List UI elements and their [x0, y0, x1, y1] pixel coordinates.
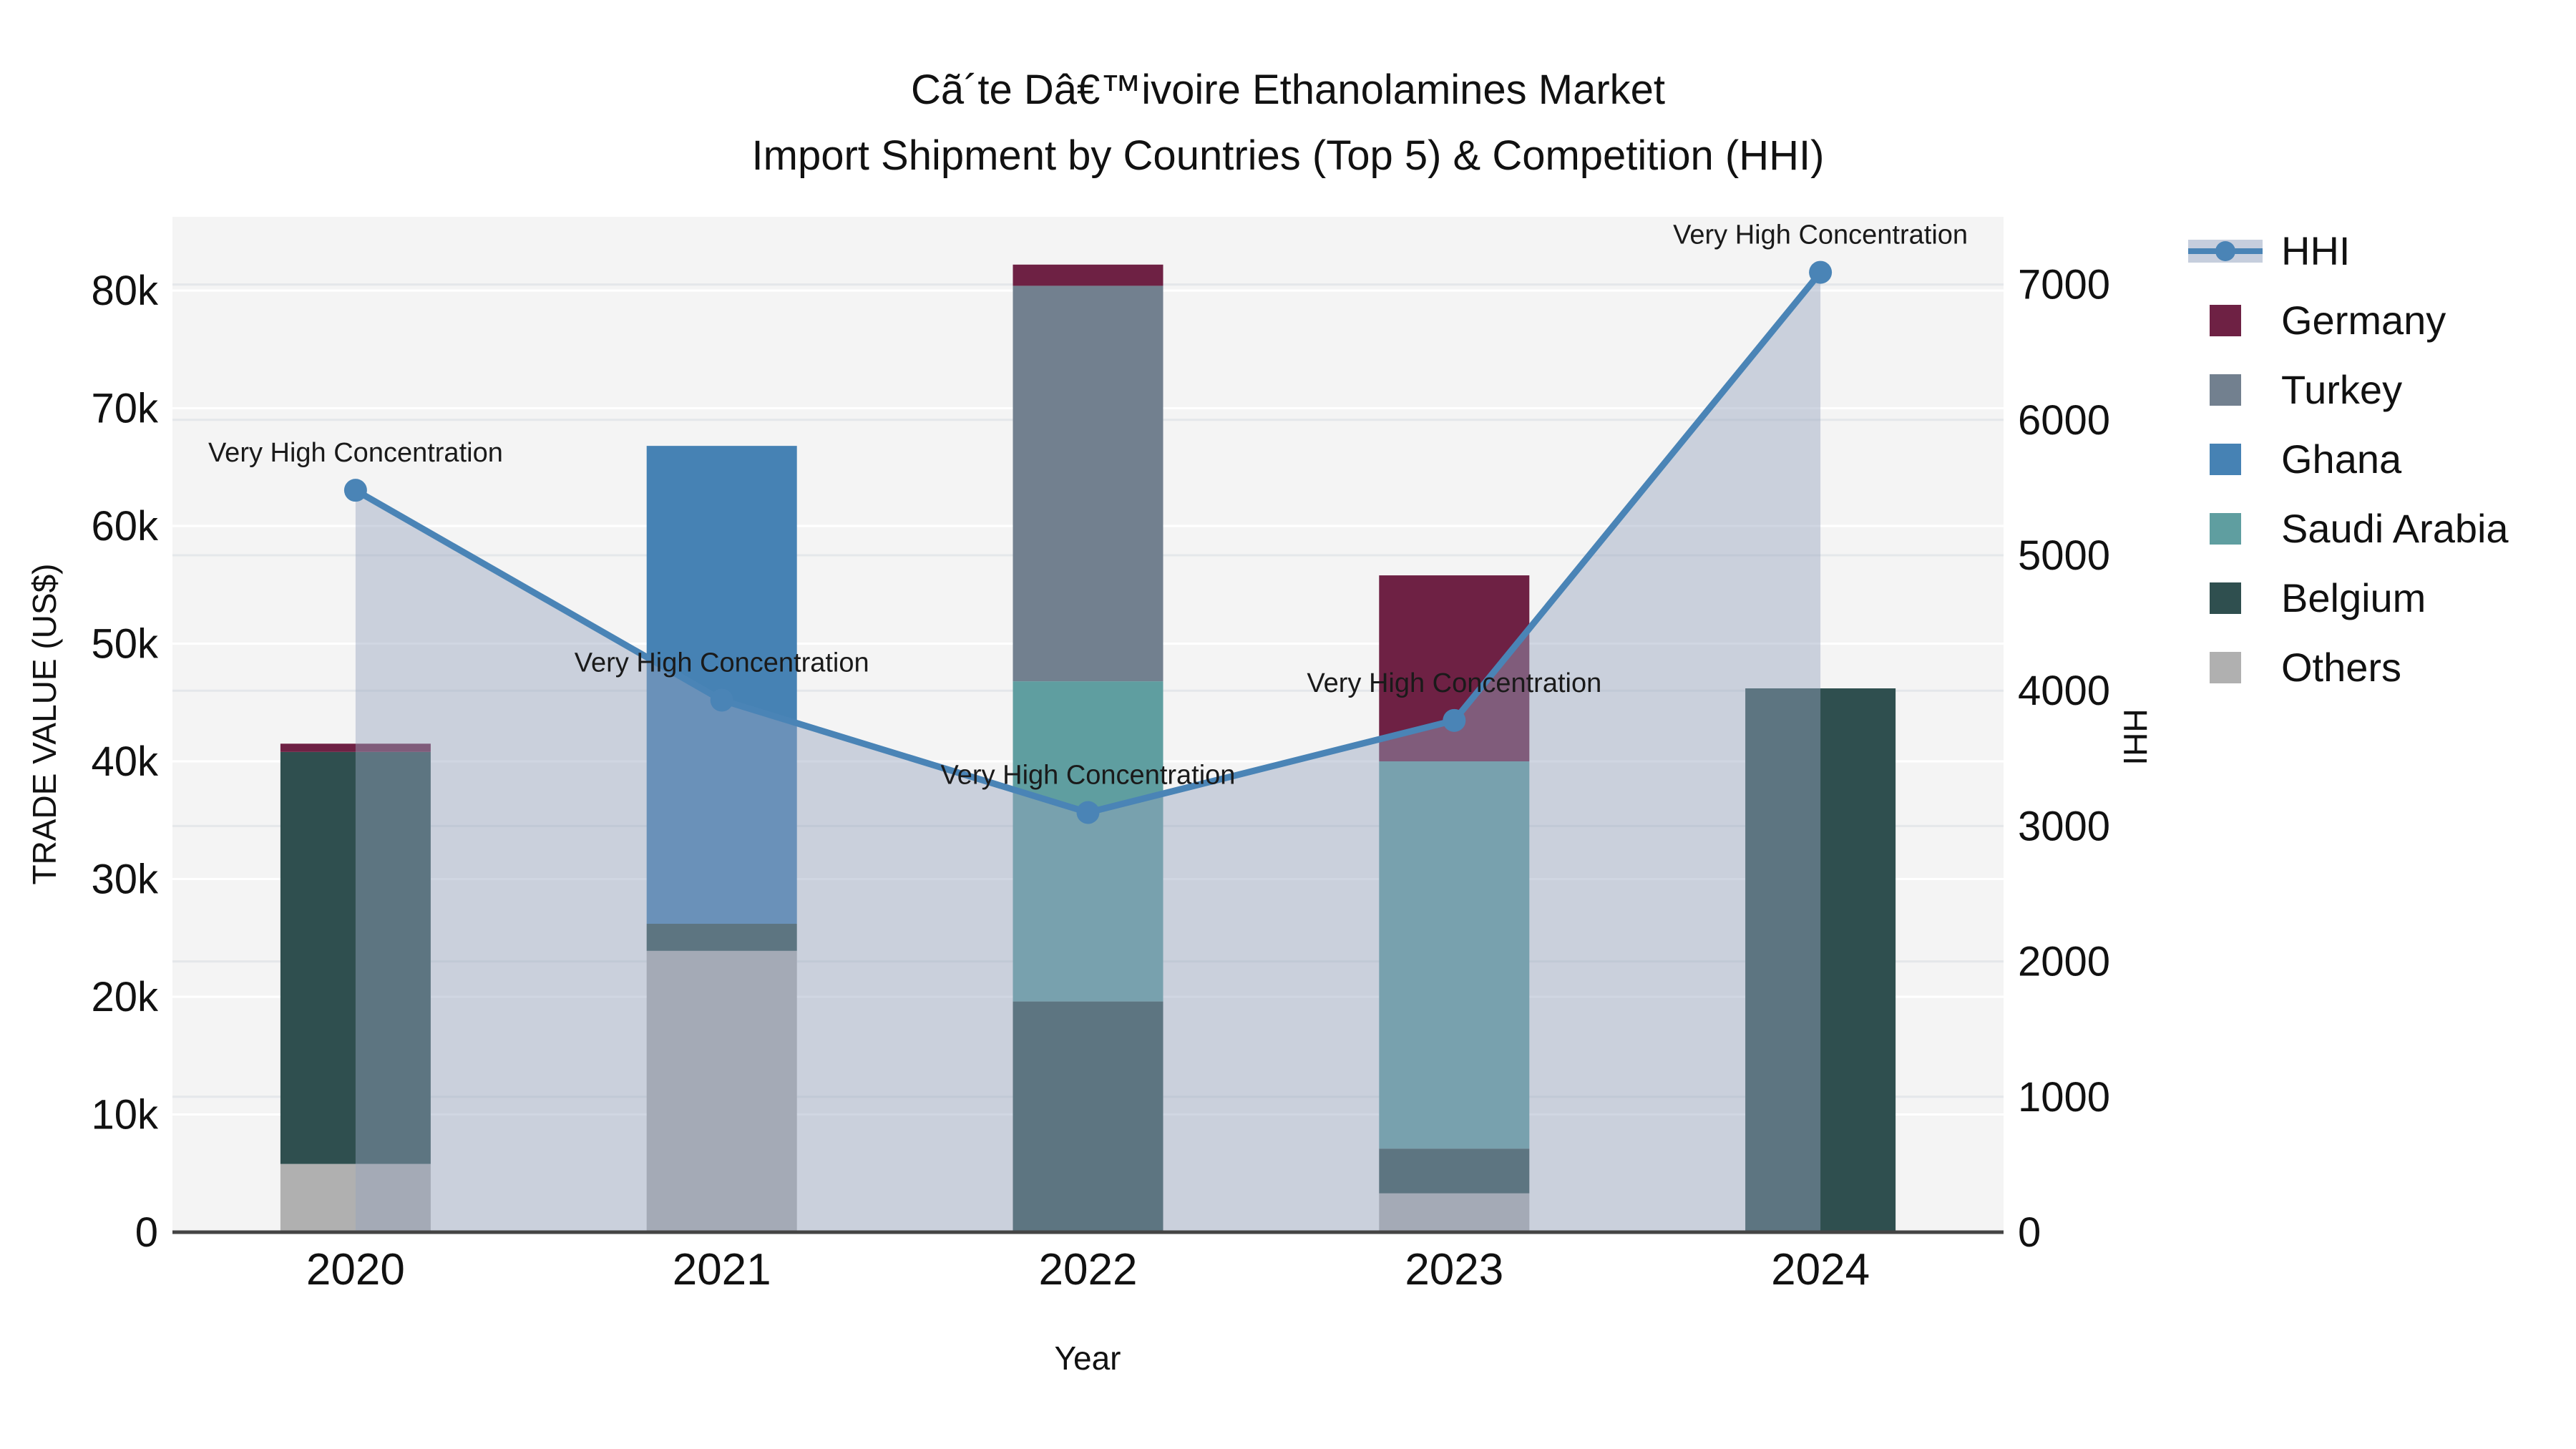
legend-item-hhi[interactable]: HHI [2188, 216, 2509, 286]
legend-item-germany[interactable]: Germany [2188, 286, 2509, 355]
belgium-swatch [2210, 582, 2241, 614]
turkey-swatch [2210, 374, 2241, 406]
x-tick-label: 2023 [1405, 1245, 1503, 1294]
germany-swatch [2210, 304, 2241, 336]
legend-item-belgium[interactable]: Belgium [2188, 563, 2509, 633]
legend-label: Belgium [2281, 575, 2426, 620]
legend-item-turkey[interactable]: Turkey [2188, 355, 2509, 424]
y-left-tick-label: 40k [91, 738, 159, 785]
bar-segment-others-2020 [280, 1163, 431, 1232]
hhi-marker-2022 [1076, 801, 1100, 824]
x-tick-label: 2021 [673, 1245, 771, 1294]
bar-segment-saudi-arabia-2023 [1379, 761, 1530, 1149]
hhi-marker-2020 [343, 479, 367, 502]
legend: HHI Germany Turkey Ghana Saudi Arabia Be… [2188, 216, 2509, 702]
legend-label: Ghana [2281, 436, 2402, 482]
annotation-2021: Very High Concentration [575, 648, 869, 678]
y-left-tick-label: 10k [91, 1091, 159, 1138]
legend-label: Germany [2281, 298, 2446, 343]
legend-label: Others [2281, 645, 2402, 690]
bar-segment-belgium-2023 [1379, 1148, 1530, 1194]
y-axis-title-left: TRADE VALUE (US$) [26, 563, 63, 885]
annotation-2024: Very High Concentration [1673, 220, 1968, 250]
x-axis-title: Year [1054, 1340, 1121, 1377]
legend-item-ghana[interactable]: Ghana [2188, 424, 2509, 494]
hhi-area [355, 272, 1821, 1232]
y-right-tick-label: 5000 [2018, 532, 2110, 579]
bar-segment-ghana-2021 [646, 446, 797, 924]
legend-label: HHI [2281, 228, 2351, 273]
bar-segment-belgium-2022 [1013, 1001, 1163, 1232]
bar-segment-turkey-2022 [1013, 286, 1163, 682]
y-left-tick-label: 80k [91, 268, 159, 314]
y-right-tick-label: 3000 [2018, 803, 2110, 849]
ghana-swatch [2210, 443, 2241, 475]
y-left-tick-label: 50k [91, 620, 159, 667]
hhi-marker-swatch [2215, 240, 2235, 261]
chart-title-line2: Import Shipment by Countries (Top 5) & C… [751, 132, 1825, 179]
y-right-tick-label: 6000 [2018, 397, 2110, 444]
hhi-marker-2021 [710, 688, 733, 712]
y-left-tick-label: 20k [91, 974, 159, 1020]
bar-segment-germany-2022 [1013, 264, 1163, 286]
hhi-marker-2023 [1443, 708, 1466, 732]
chart-title: Cã´te Dâ€™ivoire Ethanolamines Market Im… [0, 57, 2576, 189]
y-right-tick-label: 4000 [2018, 668, 2110, 714]
bar-segment-others-2023 [1379, 1193, 1530, 1232]
bar-segment-belgium-2021 [646, 924, 797, 951]
y-right-tick-label: 7000 [2018, 262, 2110, 308]
x-tick-label: 2020 [306, 1245, 405, 1294]
legend-label: Turkey [2281, 367, 2403, 412]
y-left-tick-label: 0 [135, 1209, 158, 1256]
legend-label: Saudi Arabia [2281, 506, 2509, 551]
y-axis-title-right: HHI [2117, 708, 2154, 766]
saudi-arabia-swatch [2210, 512, 2241, 545]
x-tick-label: 2022 [1039, 1245, 1138, 1294]
others-swatch [2210, 651, 2241, 683]
hhi-line-sample [2188, 239, 2263, 263]
chart-title-line1: Cã´te Dâ€™ivoire Ethanolamines Market [910, 67, 1666, 113]
y-right-tick-label: 1000 [2018, 1074, 2110, 1121]
legend-item-others[interactable]: Others [2188, 633, 2509, 702]
y-right-tick-label: 0 [2018, 1209, 2041, 1256]
y-right-tick-label: 2000 [2018, 939, 2110, 985]
legend-item-saudi-arabia[interactable]: Saudi Arabia [2188, 494, 2509, 563]
y-left-tick-label: 60k [91, 503, 159, 550]
y-left-tick-label: 70k [91, 385, 159, 431]
y-left-tick-label: 30k [91, 856, 159, 902]
x-tick-label: 2024 [1771, 1245, 1870, 1294]
hhi-marker-2024 [1809, 260, 1833, 284]
bar-segment-belgium-2024 [1745, 688, 1896, 1232]
bar-segment-saudi-arabia-2022 [1013, 681, 1163, 1002]
bar-segment-belgium-2020 [280, 751, 431, 1164]
annotation-2023: Very High Concentration [1307, 668, 1601, 698]
bar-segment-others-2021 [646, 950, 797, 1232]
bar-segment-germany-2020 [280, 743, 431, 752]
annotation-2022: Very High Concentration [941, 760, 1236, 790]
annotation-2020: Very High Concentration [208, 438, 503, 468]
